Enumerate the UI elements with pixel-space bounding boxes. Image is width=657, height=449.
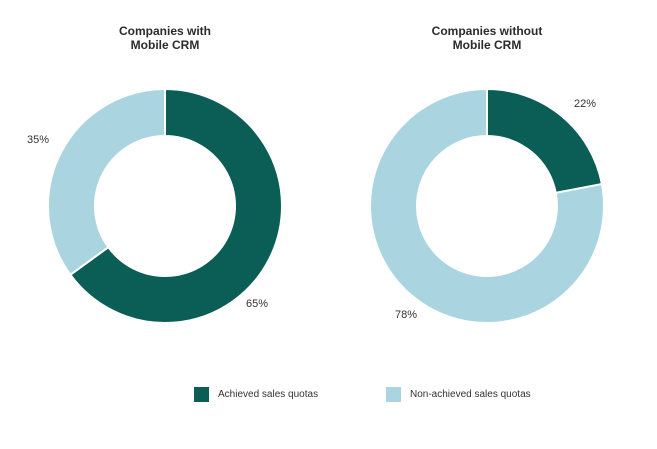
legend-label-non-achieved: Non-achieved sales quotas — [410, 389, 531, 400]
legend: Achieved sales quotas Non-achieved sales… — [0, 387, 657, 407]
chart-title-0: Companies with Mobile CRM — [119, 24, 211, 52]
legend-item-non-achieved: Non-achieved sales quotas — [386, 387, 531, 402]
donut-slice-non-achieved — [47, 87, 166, 277]
chart-title-line: Companies without — [432, 24, 543, 38]
slice-data-label: 22% — [574, 98, 596, 110]
donut-slice-non-achieved — [369, 87, 605, 324]
slice-data-label: 35% — [27, 134, 49, 146]
donut-slice-achieved — [68, 87, 283, 324]
legend-swatch-achieved — [194, 387, 209, 402]
slice-data-label: 65% — [246, 298, 268, 310]
legend-item-achieved: Achieved sales quotas — [194, 387, 318, 402]
chart-title-line: Mobile CRM — [453, 38, 522, 52]
chart-title-line: Companies with — [119, 24, 211, 38]
legend-label-achieved: Achieved sales quotas — [218, 389, 319, 400]
slice-data-label: 78% — [395, 309, 417, 321]
legend-swatch-non-achieved — [386, 387, 401, 402]
chart-title-line: Mobile CRM — [131, 38, 200, 52]
chart-title-1: Companies without Mobile CRM — [432, 24, 543, 52]
